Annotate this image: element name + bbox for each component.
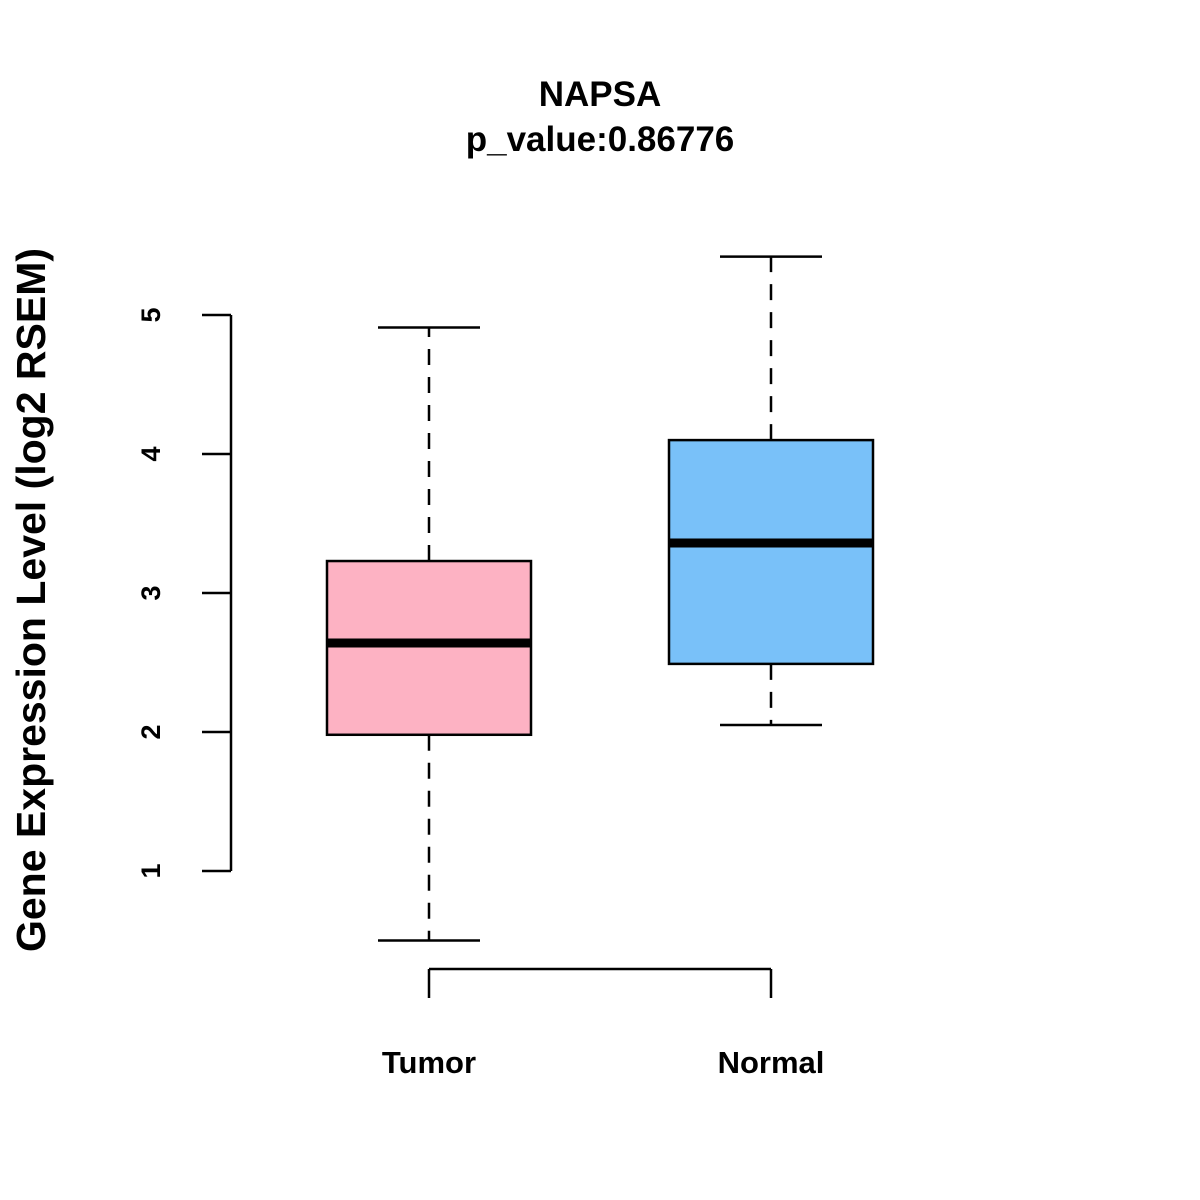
y-tick-label: 5	[136, 307, 166, 322]
chart-subtitle: p_value:0.86776	[466, 120, 735, 159]
y-tick-label: 1	[136, 863, 166, 878]
x-axis: Tumor Normal	[382, 967, 825, 1080]
y-tick-label: 2	[136, 724, 166, 739]
x-tick-label-normal: Normal	[718, 1045, 825, 1080]
y-tick-label: 4	[136, 446, 166, 461]
iqr-box	[667, 438, 875, 666]
boxes-layer	[325, 255, 875, 942]
iqr-box	[325, 559, 533, 737]
box-tumor	[325, 326, 533, 942]
y-axis-title: Gene Expression Level (log2 RSEM)	[8, 248, 54, 952]
chart-title: NAPSA	[539, 75, 662, 114]
y-axis: 1 2 3 4 5	[136, 307, 233, 879]
box-normal	[667, 255, 875, 727]
y-tick-label: 3	[136, 585, 166, 600]
x-tick-label-tumor: Tumor	[382, 1045, 476, 1080]
